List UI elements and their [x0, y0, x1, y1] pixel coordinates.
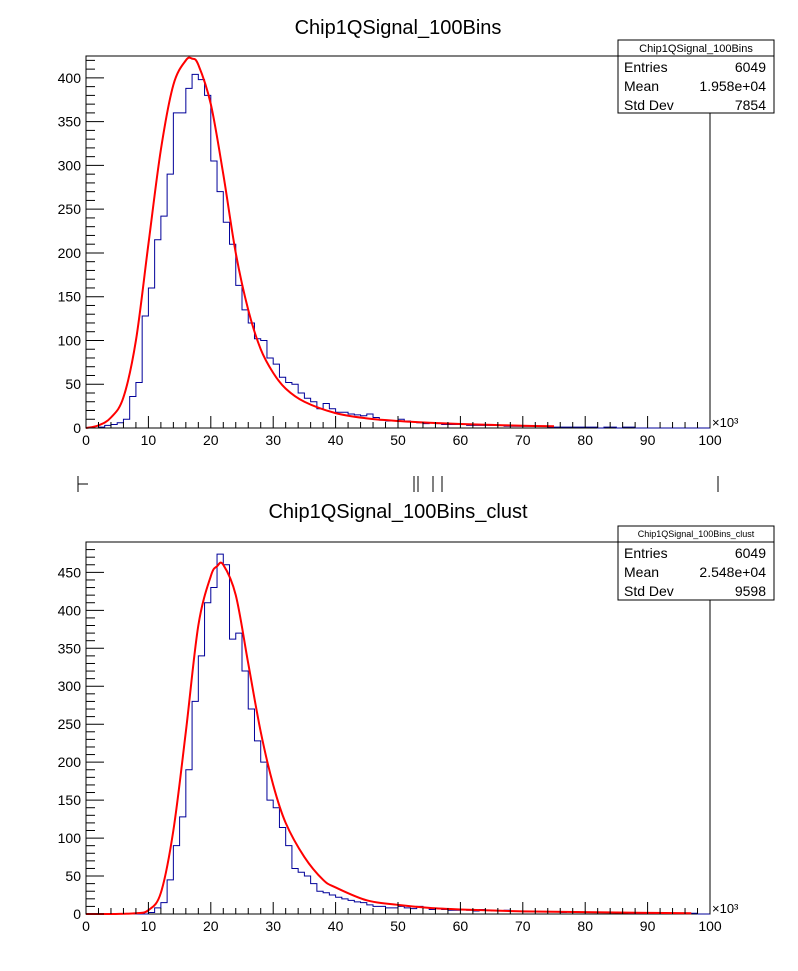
- y-tick-label: 350: [58, 114, 82, 130]
- x-tick-label: 70: [515, 918, 531, 934]
- y-tick-label: 50: [65, 868, 81, 884]
- panel-1-stats-box: Chip1QSignal_100Bins Entries 6049 Mean 1…: [617, 39, 775, 114]
- panel-2-stats-box: Chip1QSignal_100Bins_clust Entries 6049 …: [617, 525, 775, 601]
- x-exponent-label: ×10³: [712, 415, 739, 430]
- stats-box-name: Chip1QSignal_100Bins: [639, 43, 753, 55]
- panel-1: Chip1QSignal_100Bins 0 10 20 30 40 50 60 70 80 90…: [58, 17, 775, 448]
- x-tick-label: 90: [640, 432, 656, 448]
- y-tick-label: 150: [58, 289, 82, 305]
- plot-frame: [85, 55, 711, 429]
- y-tick-label: 50: [65, 376, 81, 392]
- y-tick-label: 0: [73, 420, 81, 436]
- stats-value-entries: 6049: [735, 545, 766, 561]
- x-tick-label: 10: [141, 918, 157, 934]
- y-tick-label: 300: [58, 157, 82, 173]
- x-tick-label: 20: [203, 918, 219, 934]
- x-exponent-label: ×10³: [712, 901, 739, 916]
- x-tick-label: 90: [640, 918, 656, 934]
- x-tick-label: 50: [390, 918, 406, 934]
- x-tick-label: 60: [453, 918, 469, 934]
- y-tick-label: 200: [58, 245, 82, 261]
- x-tick-label: 80: [577, 918, 593, 934]
- y-tick-label: 100: [58, 332, 82, 348]
- histogram-series: [86, 553, 710, 915]
- x-tick-label: 30: [265, 918, 281, 934]
- y-tick-label: 450: [58, 564, 82, 580]
- x-tick-label: 0: [82, 918, 90, 934]
- fit-curve: [85, 561, 692, 916]
- stats-value-stddev: 9598: [735, 583, 766, 599]
- stats-label-stddev: Std Dev: [624, 97, 674, 113]
- histogram-series: [86, 73, 710, 429]
- y-tick-label: 400: [58, 602, 82, 618]
- stats-label-mean: Mean: [624, 564, 659, 580]
- x-tick-label: 100: [698, 918, 722, 934]
- x-tick-label: 20: [203, 432, 219, 448]
- plot-frame: [85, 541, 711, 915]
- x-tick-label: 80: [577, 432, 593, 448]
- stats-box-frame: [617, 525, 775, 601]
- x-tick-label: 40: [328, 918, 344, 934]
- panel-1-plot-area: 0 10 20 30 40 50 60 70 80 90 100 ×10³ 0 50 100 150 200 25…: [58, 55, 739, 448]
- y-tick-label: 250: [58, 201, 82, 217]
- x-tick-label: 30: [265, 432, 281, 448]
- panel-2: Chip1QSignal_100Bins_clust 0 10 20 30 40 50 60…: [58, 501, 775, 934]
- stats-box-name: Chip1QSignal_100Bins_clust: [638, 529, 755, 539]
- panel-2-plot-area: 0 10 20 30 40 50 60 70 80 90 100 ×10³ 0 50 100 150 200 25…: [58, 541, 739, 934]
- stats-value-mean: 2.548e+04: [699, 564, 766, 580]
- stats-box-frame: [617, 39, 775, 114]
- fit-curve: [85, 56, 555, 429]
- y-tick-label: 0: [73, 906, 81, 922]
- stats-label-stddev: Std Dev: [624, 583, 674, 599]
- stats-value-entries: 6049: [735, 59, 766, 75]
- x-tick-label: 100: [698, 432, 722, 448]
- panel-separator-marks: [77, 476, 719, 492]
- stats-label-mean: Mean: [624, 78, 659, 94]
- y-tick-label: 400: [58, 70, 82, 86]
- stats-label-entries: Entries: [624, 545, 668, 561]
- x-tick-label: 10: [141, 432, 157, 448]
- x-tick-label: 70: [515, 432, 531, 448]
- y-tick-label: 300: [58, 678, 82, 694]
- stats-value-mean: 1.958e+04: [699, 78, 766, 94]
- x-tick-label: 50: [390, 432, 406, 448]
- x-tick-label: 40: [328, 432, 344, 448]
- stats-value-stddev: 7854: [735, 97, 766, 113]
- y-tick-label: 200: [58, 754, 82, 770]
- stats-label-entries: Entries: [624, 59, 668, 75]
- panel-2-title: Chip1QSignal_100Bins_clust: [268, 501, 527, 523]
- panel-1-title: Chip1QSignal_100Bins: [295, 17, 502, 39]
- y-tick-label: 250: [58, 716, 82, 732]
- y-tick-label: 150: [58, 792, 82, 808]
- x-tick-label: 60: [453, 432, 469, 448]
- y-tick-label: 100: [58, 830, 82, 846]
- y-tick-label: 350: [58, 640, 82, 656]
- x-tick-label: 0: [82, 432, 90, 448]
